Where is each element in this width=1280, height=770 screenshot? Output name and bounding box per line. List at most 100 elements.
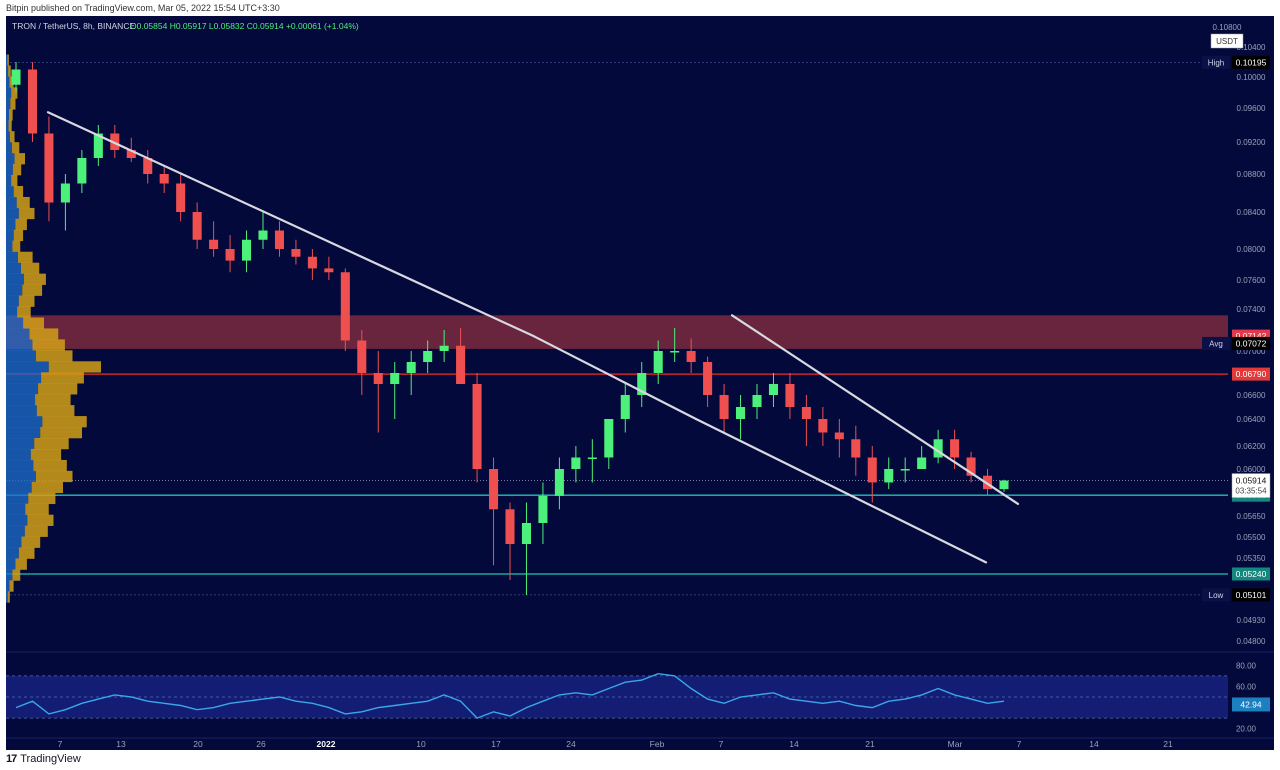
price-tick-10: 0.06600 <box>1237 391 1266 400</box>
vp-blue-25 <box>6 328 30 340</box>
candle-body-52 <box>867 457 877 483</box>
currency-box[interactable] <box>1210 33 1244 49</box>
candle-body-60 <box>999 480 1009 490</box>
vp-blue-37 <box>6 459 34 472</box>
candle-body-58 <box>966 457 976 476</box>
vp-gold-7 <box>9 131 15 143</box>
price-tick-17: 0.04930 <box>1237 616 1266 625</box>
vp-blue-17 <box>6 240 13 253</box>
time-tick-1: 13 <box>116 739 126 749</box>
vp-gold-39 <box>31 481 63 494</box>
candle-body-27 <box>456 345 466 384</box>
vp-gold-40 <box>28 492 56 505</box>
vp-blue-22 <box>6 295 19 307</box>
candle-body-28 <box>472 384 482 469</box>
vp-blue-7 <box>6 131 10 143</box>
candle-body-26 <box>439 345 449 351</box>
tv-mark-icon: 17 <box>6 753 17 765</box>
vp-blue-46 <box>6 558 16 570</box>
price-label-3: 0.06790 <box>1236 369 1267 379</box>
price-label-5: 0.05240 <box>1236 569 1267 579</box>
rsi-pane: 80.00 60.00 20.00 42.94 <box>6 651 1274 734</box>
price-label-2: 0.07072 <box>1236 338 1267 348</box>
vp-blue-12 <box>6 185 14 198</box>
vp-blue-15 <box>6 218 16 231</box>
vp-gold-36 <box>30 448 62 461</box>
price-chart-svg[interactable]: 80.00 60.00 20.00 42.94 0.10400 0.10000 0.096… <box>6 16 1274 750</box>
candle-body-43 <box>719 395 729 419</box>
vp-gold-22 <box>18 295 35 307</box>
vp-gold-26 <box>32 339 65 351</box>
candle-body-39 <box>653 351 663 373</box>
candle-body-17 <box>291 249 301 257</box>
vp-blue-39 <box>6 481 32 494</box>
price-tag-box-6 <box>1202 588 1230 602</box>
price-label-box-2 <box>1232 336 1270 350</box>
countdown-label: 03:35:54 <box>1235 487 1267 496</box>
time-tick-10: 14 <box>789 739 799 749</box>
candle-body-41 <box>686 351 696 362</box>
candle-body-44 <box>736 407 746 419</box>
candle-body-56 <box>933 439 943 458</box>
rsi-value-label: 42.94 <box>1240 699 1262 709</box>
trendlines-layer <box>46 111 1020 564</box>
rsi-tick-1: 60.00 <box>1236 682 1257 691</box>
candle-body-36 <box>604 419 614 458</box>
rsi-band <box>6 675 1228 719</box>
price-tick-14: 0.05650 <box>1237 512 1266 521</box>
price-tag-box-0 <box>1202 55 1230 69</box>
price-label-0: 0.10195 <box>1236 57 1267 67</box>
price-tick-15: 0.05500 <box>1237 533 1266 542</box>
time-tick-0: 7 <box>58 739 63 749</box>
candle-body-10 <box>176 183 186 212</box>
candle-body-21 <box>357 340 367 373</box>
vp-blue-41 <box>6 503 26 515</box>
vp-blue-29 <box>6 372 42 384</box>
vp-blue-6 <box>6 120 9 132</box>
vp-blue-35 <box>6 437 35 450</box>
candle-body-11 <box>192 212 202 240</box>
candle-body-34 <box>571 457 581 469</box>
vp-blue-42 <box>6 514 28 526</box>
vp-blue-14 <box>6 207 19 220</box>
vp-blue-26 <box>6 339 33 351</box>
vp-gold-29 <box>41 372 84 384</box>
candle-body-4 <box>77 158 87 184</box>
time-tick-12: Mar <box>948 739 963 749</box>
price-tick-8: 0.07400 <box>1237 305 1266 314</box>
vp-gold-44 <box>21 536 41 548</box>
price-label-1: 0.07142 <box>1236 331 1267 341</box>
price-tag-6: Low <box>1209 591 1224 600</box>
vp-gold-24 <box>23 317 44 329</box>
candle-body-5 <box>93 133 103 158</box>
candle-body-40 <box>670 351 680 353</box>
vp-gold-13 <box>16 196 30 209</box>
vp-blue-32 <box>6 405 37 417</box>
price-axis: 0.10400 0.10000 0.09600 0.09200 0.08800 0.084… <box>1202 43 1271 646</box>
vp-blue-40 <box>6 492 29 505</box>
vp-blue-0 <box>6 54 8 66</box>
time-tick-11: 21 <box>865 739 875 749</box>
vp-blue-2 <box>6 76 10 88</box>
vp-gold-21 <box>22 284 43 296</box>
top-tick-partial: 0.10800 <box>1213 23 1242 32</box>
vp-gold-35 <box>34 437 69 450</box>
vp-gold-28 <box>48 361 101 373</box>
price-tick-6: 0.08000 <box>1237 245 1266 254</box>
footer: 17 TradingView <box>0 750 1280 770</box>
vp-gold-37 <box>33 459 67 472</box>
vp-gold-32 <box>36 405 75 417</box>
brand-name: TradingView <box>20 753 81 765</box>
vp-gold-14 <box>18 207 35 220</box>
time-tick-4: 2022 <box>317 739 336 749</box>
chart-area[interactable]: 80.00 60.00 20.00 42.94 0.10400 0.10000 0.096… <box>6 16 1274 750</box>
vp-blue-13 <box>6 196 17 209</box>
vp-blue-48 <box>6 580 10 592</box>
price-tick-2: 0.09600 <box>1237 104 1266 113</box>
time-tick-7: 24 <box>566 739 576 749</box>
candle-body-3 <box>60 183 70 203</box>
zones-layer <box>6 61 1228 596</box>
time-axis: 7 13 20 26 2022 10 17 24 Feb 7 14 21 Mar 7 14 21 <box>6 737 1274 749</box>
price-tick-4: 0.08800 <box>1237 170 1266 179</box>
tradingview-logo[interactable]: 17 TradingView <box>6 753 81 765</box>
